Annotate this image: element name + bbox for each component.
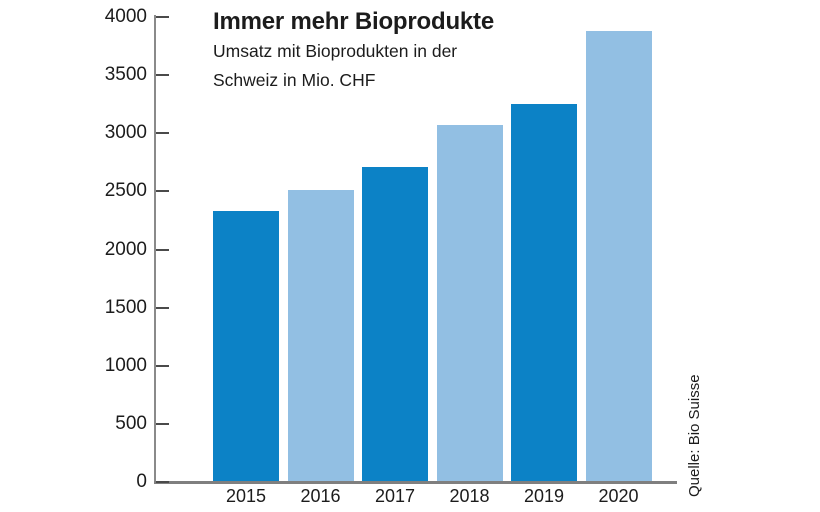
y-tick-label-2000: 2000 xyxy=(104,238,147,260)
chart-title: Immer mehr Bioprodukte xyxy=(213,8,494,35)
bar-2020 xyxy=(585,31,652,481)
y-tick-label-3500: 3500 xyxy=(104,64,147,86)
y-tick-1000 xyxy=(156,364,169,367)
x-tick-label-2015: 2015 xyxy=(225,486,267,506)
y-tick-2500 xyxy=(156,190,169,193)
y-tick-3500 xyxy=(156,74,169,77)
y-tick-label-0: 0 xyxy=(136,471,147,492)
y-tick-1500 xyxy=(156,306,169,309)
bar-2015 xyxy=(213,211,279,481)
x-tick-label-2016: 2016 xyxy=(300,486,341,506)
bar-2018 xyxy=(436,125,503,481)
x-tick-label-2019: 2019 xyxy=(523,486,565,506)
y-tick-label-3000: 3000 xyxy=(104,122,147,144)
bar-2019 xyxy=(511,104,577,481)
y-tick-label-4000: 4000 xyxy=(104,6,147,27)
chart-subtitle-line-1: Umsatz mit Bioprodukten in der xyxy=(213,41,458,61)
y-axis-line xyxy=(154,15,156,484)
x-tick-label-2018: 2018 xyxy=(449,486,490,506)
chart-subtitle-line-2: Schweiz in Mio. CHF xyxy=(213,70,376,90)
y-tick-label-1500: 1500 xyxy=(104,296,147,318)
y-tick-2000 xyxy=(156,248,169,251)
bar-2016 xyxy=(287,190,354,481)
bar-2017 xyxy=(362,167,428,481)
y-tick-3000 xyxy=(156,132,169,135)
y-tick-label-500: 500 xyxy=(115,412,147,434)
y-tick-label-2500: 2500 xyxy=(104,180,147,202)
source-label: Quelle: Bio Suisse xyxy=(686,374,703,497)
x-tick-label-2020: 2020 xyxy=(598,486,639,506)
x-tick-label-2017: 2017 xyxy=(374,486,416,506)
x-axis-line xyxy=(154,481,677,484)
y-tick-label-1000: 1000 xyxy=(104,354,147,376)
y-tick-4000 xyxy=(156,16,169,18)
y-tick-500 xyxy=(156,422,169,425)
chart-subtitle: Umsatz mit Bioprodukten in der Schweiz i… xyxy=(213,37,457,95)
y-tick-0 xyxy=(156,481,169,483)
